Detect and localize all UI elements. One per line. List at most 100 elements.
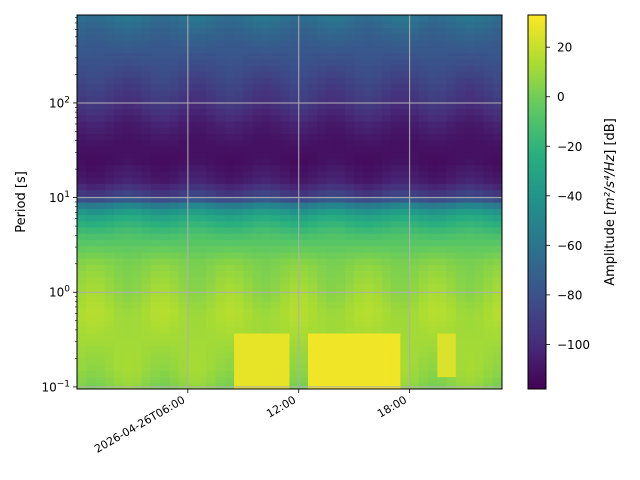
heatmap-cell bbox=[141, 77, 152, 85]
heatmap-cell bbox=[104, 83, 115, 91]
heatmap-cell bbox=[298, 258, 309, 265]
heatmap-cells bbox=[77, 15, 502, 389]
heatmap-cell bbox=[372, 351, 383, 359]
heatmap-cell bbox=[363, 39, 374, 47]
heatmap-cell bbox=[391, 202, 401, 209]
heatmap-cell bbox=[261, 314, 272, 322]
heatmap-cell bbox=[483, 195, 494, 203]
heatmap-cell bbox=[169, 89, 180, 97]
heatmap-cell bbox=[206, 177, 217, 184]
heatmap-cell bbox=[326, 270, 337, 278]
heatmap-cell bbox=[428, 264, 438, 272]
heatmap-cell bbox=[289, 58, 300, 66]
heatmap-cell bbox=[428, 339, 438, 346]
heatmap-cell bbox=[455, 239, 466, 247]
heatmap-cell bbox=[261, 239, 272, 247]
heatmap-cell bbox=[483, 258, 494, 265]
heatmap-cell bbox=[169, 251, 180, 259]
heatmap-cell bbox=[243, 33, 254, 41]
heatmap-cell bbox=[289, 251, 300, 259]
heatmap-cell bbox=[437, 276, 448, 284]
heatmap-cell bbox=[280, 283, 291, 290]
heatmap-cell bbox=[77, 64, 87, 72]
heatmap-cell bbox=[474, 77, 485, 85]
heatmap-cell bbox=[465, 264, 475, 272]
heatmap-cell bbox=[381, 183, 392, 191]
heatmap-cell bbox=[113, 295, 124, 303]
heatmap-cell bbox=[206, 283, 217, 290]
heatmap-cell bbox=[141, 251, 152, 259]
heatmap-cell bbox=[95, 83, 106, 91]
heatmap-cell bbox=[298, 27, 309, 35]
heatmap-cell bbox=[372, 83, 383, 91]
heatmap-cell bbox=[104, 145, 115, 153]
heatmap-cell bbox=[418, 46, 429, 53]
heatmap-cell bbox=[409, 245, 420, 253]
heatmap-cell bbox=[372, 283, 383, 290]
heatmap-cell bbox=[271, 64, 281, 72]
heatmap-cell bbox=[354, 120, 365, 128]
heatmap-cell bbox=[197, 58, 207, 66]
heatmap-cell bbox=[428, 382, 438, 389]
heatmap-cell bbox=[335, 339, 346, 346]
heatmap-cell bbox=[271, 96, 281, 103]
heatmap-cell bbox=[418, 15, 429, 22]
heatmap-cell bbox=[187, 270, 198, 278]
heatmap-cell bbox=[455, 357, 466, 365]
heatmap-cell bbox=[409, 208, 420, 216]
heatmap-cell bbox=[206, 202, 217, 209]
heatmap-cell bbox=[289, 83, 300, 91]
heatmap-cell bbox=[465, 370, 475, 378]
heatmap-cell bbox=[400, 326, 411, 334]
heatmap-cell bbox=[150, 89, 161, 97]
heatmap-cell bbox=[437, 364, 448, 371]
heatmap-cell bbox=[307, 245, 318, 253]
heatmap-cell bbox=[160, 189, 170, 197]
heatmap-cell bbox=[409, 120, 420, 128]
heatmap-cell bbox=[95, 21, 106, 29]
heatmap-cell bbox=[326, 251, 337, 259]
heatmap-cell bbox=[446, 83, 457, 91]
heatmap-cell bbox=[95, 58, 106, 66]
heatmap-cell bbox=[381, 214, 392, 222]
heatmap-cell bbox=[243, 96, 254, 103]
heatmap-cell bbox=[77, 52, 87, 60]
heatmap-cell bbox=[123, 345, 134, 353]
heatmap-cell bbox=[77, 202, 87, 209]
heatmap-cell bbox=[280, 264, 291, 272]
heatmap-cell bbox=[483, 108, 494, 116]
heatmap-cell bbox=[197, 71, 207, 78]
heatmap-cell bbox=[298, 376, 309, 384]
heatmap-cell bbox=[123, 270, 134, 278]
heatmap-cell bbox=[132, 15, 143, 22]
heatmap-cell bbox=[243, 376, 254, 384]
heatmap-cell bbox=[261, 233, 272, 240]
heatmap-cell bbox=[381, 152, 392, 159]
heatmap-cell bbox=[446, 339, 457, 346]
heatmap-cell bbox=[437, 64, 448, 72]
heatmap-cell bbox=[326, 52, 337, 60]
heatmap-cell bbox=[446, 39, 457, 47]
heatmap-cell bbox=[381, 251, 392, 259]
heatmap-cell bbox=[409, 351, 420, 359]
heatmap-cell bbox=[187, 314, 198, 322]
heatmap-cell bbox=[132, 108, 143, 116]
heatmap-cell bbox=[113, 170, 124, 178]
heatmap-cell bbox=[224, 108, 235, 116]
heatmap-cell bbox=[428, 77, 438, 85]
heatmap-cell bbox=[483, 301, 494, 309]
heatmap-cell bbox=[400, 195, 411, 203]
heatmap-cell bbox=[160, 71, 170, 78]
heatmap-cell bbox=[418, 264, 429, 272]
heatmap-cell bbox=[289, 283, 300, 290]
heatmap-cell bbox=[483, 145, 494, 153]
heatmap-cell bbox=[391, 71, 401, 78]
heatmap-cell bbox=[298, 114, 309, 122]
heatmap-cell bbox=[335, 202, 346, 209]
heatmap-cell bbox=[428, 220, 438, 228]
heatmap-cell bbox=[252, 170, 263, 178]
heatmap-cell bbox=[381, 139, 392, 147]
heatmap-cell bbox=[492, 382, 502, 389]
heatmap-cell bbox=[150, 52, 161, 60]
heatmap-cell bbox=[317, 320, 328, 328]
